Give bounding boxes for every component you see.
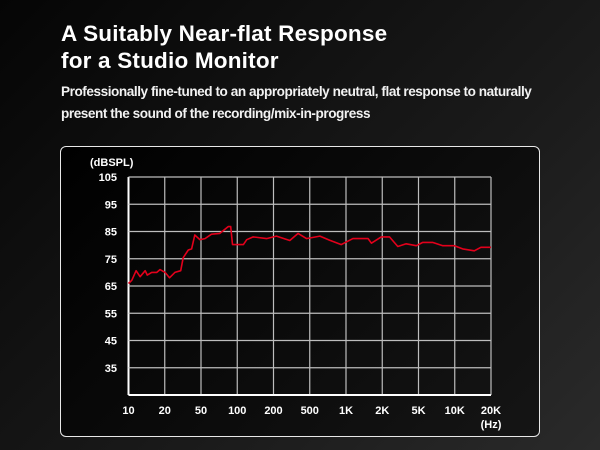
x-tick-label: 5K <box>411 405 425 417</box>
y-axis-label: (dBSPL) <box>90 157 134 169</box>
y-tick-label: 95 <box>105 199 117 211</box>
x-tick-label: 1K <box>339 405 353 417</box>
x-tick-label: 20K <box>481 405 501 417</box>
x-tick-label: 100 <box>228 405 246 417</box>
y-tick-label: 65 <box>105 281 117 293</box>
x-tick-label: 10K <box>445 405 465 417</box>
x-tick-label: 10 <box>122 405 134 417</box>
response-curve <box>127 225 491 285</box>
x-tick-label: 200 <box>264 405 282 417</box>
headline: A Suitably Near-flat Response for a Stud… <box>61 20 387 74</box>
subtitle: Professionally fine-tuned to an appropri… <box>61 84 532 121</box>
y-tick-label: 85 <box>105 227 117 239</box>
y-tick-label: 45 <box>105 336 117 348</box>
x-tick-label: 20 <box>159 405 171 417</box>
x-tick-label: 500 <box>301 405 319 417</box>
y-tick-label: 55 <box>105 308 117 320</box>
headline-line-1: A Suitably Near-flat Response <box>61 21 388 46</box>
chart-panel <box>60 146 540 437</box>
headline-line-2: for a Studio Monitor <box>61 48 279 73</box>
y-tick-label: 75 <box>105 254 117 266</box>
y-tick-label: 35 <box>105 363 117 375</box>
x-axis-unit-label: (Hz) <box>481 419 502 431</box>
x-tick-label: 2K <box>375 405 389 417</box>
y-tick-label: 105 <box>99 172 117 184</box>
x-tick-label: 50 <box>195 405 207 417</box>
